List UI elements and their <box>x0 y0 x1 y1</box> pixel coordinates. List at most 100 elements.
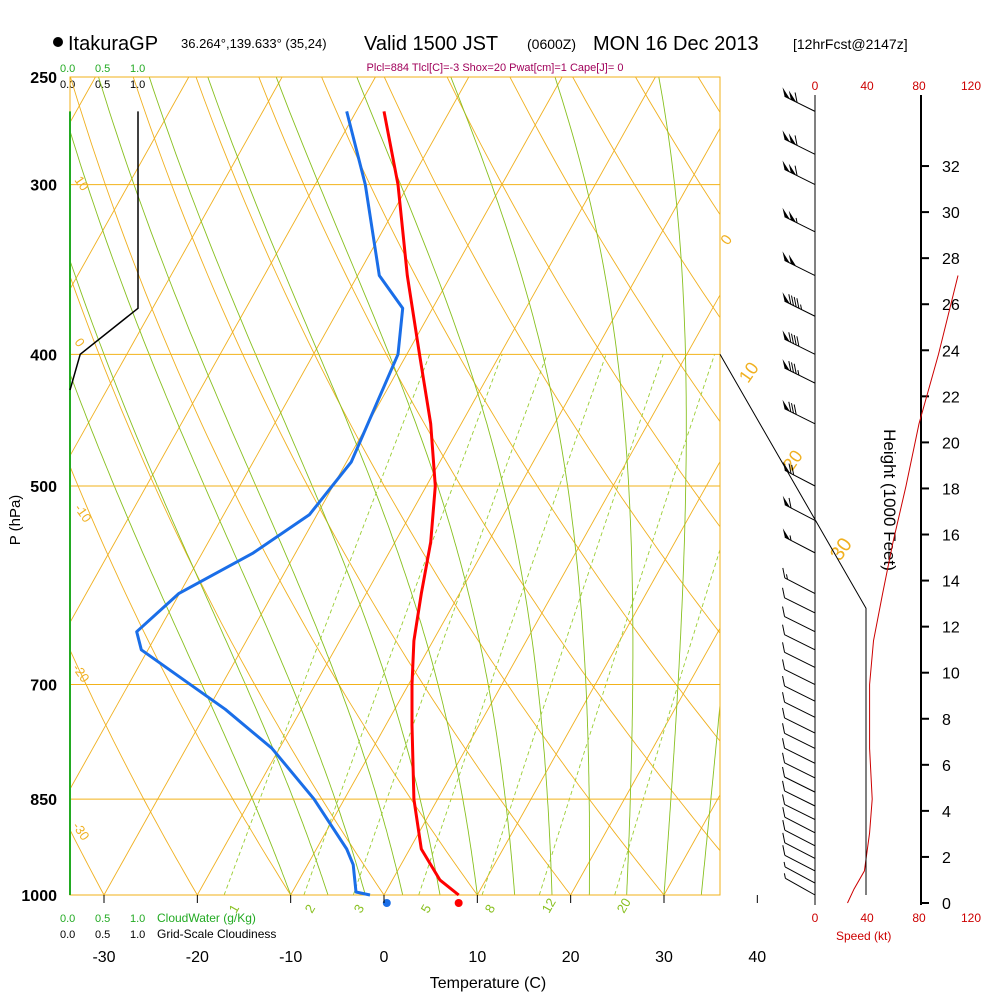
moist-adiabat-line <box>450 77 590 895</box>
pressure-tick-label: 500 <box>30 479 57 496</box>
wind-barb <box>782 675 816 702</box>
wind-barbs <box>782 87 816 896</box>
mixing-ratio-label: 5 <box>418 902 435 916</box>
wind-barb-flag <box>782 766 786 778</box>
height-tick-label: 14 <box>942 574 960 591</box>
speed-tick-label-top: 80 <box>912 79 926 93</box>
wind-barb-staff <box>784 651 816 668</box>
x-tick-label: 10 <box>468 949 486 966</box>
wind-barb <box>782 207 816 233</box>
wind-barb <box>782 832 816 859</box>
wind-barb-pennant <box>782 87 790 99</box>
dry-adiabat-line <box>70 465 292 895</box>
wind-barb-pennant <box>782 251 790 264</box>
wind-barb-flag <box>791 464 795 476</box>
cloud-axis-top: 0.0 0.5 1.0 0.0 0.5 1.0 <box>60 63 145 91</box>
cloud-bottom-black-2: 1.0 <box>130 929 145 941</box>
dewpoint-surface-marker <box>382 899 391 907</box>
moist-adiabat-line <box>356 77 553 895</box>
forecast-info: [12hrFcst@2147z] <box>793 36 908 52</box>
wind-barb-staff <box>785 877 816 896</box>
mixing-ratio-line <box>614 548 720 895</box>
moist-adiabat-line <box>275 77 516 895</box>
wind-barb <box>782 251 816 276</box>
cloud-top-black-2: 1.0 <box>130 79 145 91</box>
wind-barb-flag <box>782 606 786 617</box>
cloud-top-green-1: 0.5 <box>95 63 110 75</box>
station-name: ItakuraGP <box>68 33 158 55</box>
x-tick-label: -30 <box>92 949 115 966</box>
wind-barb-staff <box>784 732 816 749</box>
cloud-top-black-1: 0.5 <box>95 79 110 91</box>
wind-barb <box>782 528 816 554</box>
wind-barb-flag <box>782 738 786 749</box>
wind-barb <box>782 752 816 779</box>
wind-barb-flag <box>782 587 786 598</box>
wind-barb-pennant <box>788 254 797 267</box>
wind-barb <box>782 659 816 685</box>
height-tick-label: 30 <box>942 205 960 222</box>
dry-adiabat-line <box>70 828 105 895</box>
moist-adiabat-line <box>658 77 687 895</box>
wind-barb-flag <box>796 336 800 347</box>
wind-barb-flag <box>782 832 786 843</box>
height-tick-label: 8 <box>942 712 951 729</box>
temperature-line <box>382 111 460 897</box>
mixing-ratio-line <box>481 354 664 895</box>
wind-barb-staff <box>784 169 816 186</box>
wind-barb-flag <box>782 723 786 734</box>
wind-barb-flag <box>782 659 786 670</box>
cloud-bottom-green-2: 1.0 <box>130 913 145 925</box>
x-tick-label: 40 <box>748 949 766 966</box>
wind-barb-pennant <box>782 130 790 142</box>
wind-barb-staff <box>784 747 816 764</box>
moist-adiabat-line <box>70 372 292 895</box>
wind-barb <box>782 807 816 834</box>
cloudiness-line <box>69 111 139 391</box>
moist-adiabat-line <box>207 77 478 895</box>
mixing-ratio-line <box>352 354 548 895</box>
pressure-tick-label: 250 <box>30 70 57 87</box>
height-tick-label: 24 <box>942 343 960 360</box>
profiles <box>69 111 463 907</box>
wind-barb <box>782 794 816 821</box>
wind-barb-flag <box>793 296 797 308</box>
wind-barb-flag <box>794 135 798 146</box>
wind-barb-pennant <box>782 528 791 540</box>
wind-barb-flag <box>791 403 794 414</box>
mixing-ratio-label: 2 <box>302 902 319 916</box>
wind-barb-staff <box>784 634 816 651</box>
cloud-bottom-black-1: 0.5 <box>95 929 110 941</box>
mixing-ratio-label: 3 <box>351 902 368 916</box>
pressure-tick-label: 700 <box>30 678 57 695</box>
wind-barb <box>782 292 816 317</box>
height-tick-label: 12 <box>942 620 960 637</box>
wind-barb <box>782 461 816 487</box>
wind-barb-staff <box>784 842 816 859</box>
wind-barb-staff <box>784 668 816 685</box>
wind-barb-pennant <box>788 163 797 176</box>
cloud-top-green-2: 1.0 <box>130 63 145 75</box>
wind-barb-flag <box>788 332 792 343</box>
wind-barb <box>782 707 816 734</box>
wind-barb-flag <box>788 497 792 509</box>
dry-adiabat-label: -10 <box>72 501 95 525</box>
height-tick-label: 2 <box>942 850 951 867</box>
wind-barb-pennant <box>782 207 790 220</box>
cloud-axis-bottom: 0.0 0.5 1.0 CloudWater (g/Kg) 0.0 0.5 1.… <box>60 911 276 941</box>
dry-adiabat-label: -30 <box>70 819 93 843</box>
x-tick-label: 0 <box>380 949 389 966</box>
dry-adiabat-line <box>132 77 572 895</box>
wind-barb-half-flag <box>783 873 786 879</box>
wind-barb <box>783 861 816 884</box>
wind-barb-staff <box>784 866 816 884</box>
wind-speed-line <box>847 275 959 904</box>
wind-barb-half-flag <box>785 574 788 580</box>
height-tick-label: 10 <box>942 666 960 683</box>
wind-barb-flag <box>788 401 792 412</box>
wind-barb-flag <box>788 361 792 372</box>
wind-barb-half-flag <box>797 370 800 376</box>
wind-barb <box>782 845 816 872</box>
moist-adiabat-line <box>70 129 366 895</box>
